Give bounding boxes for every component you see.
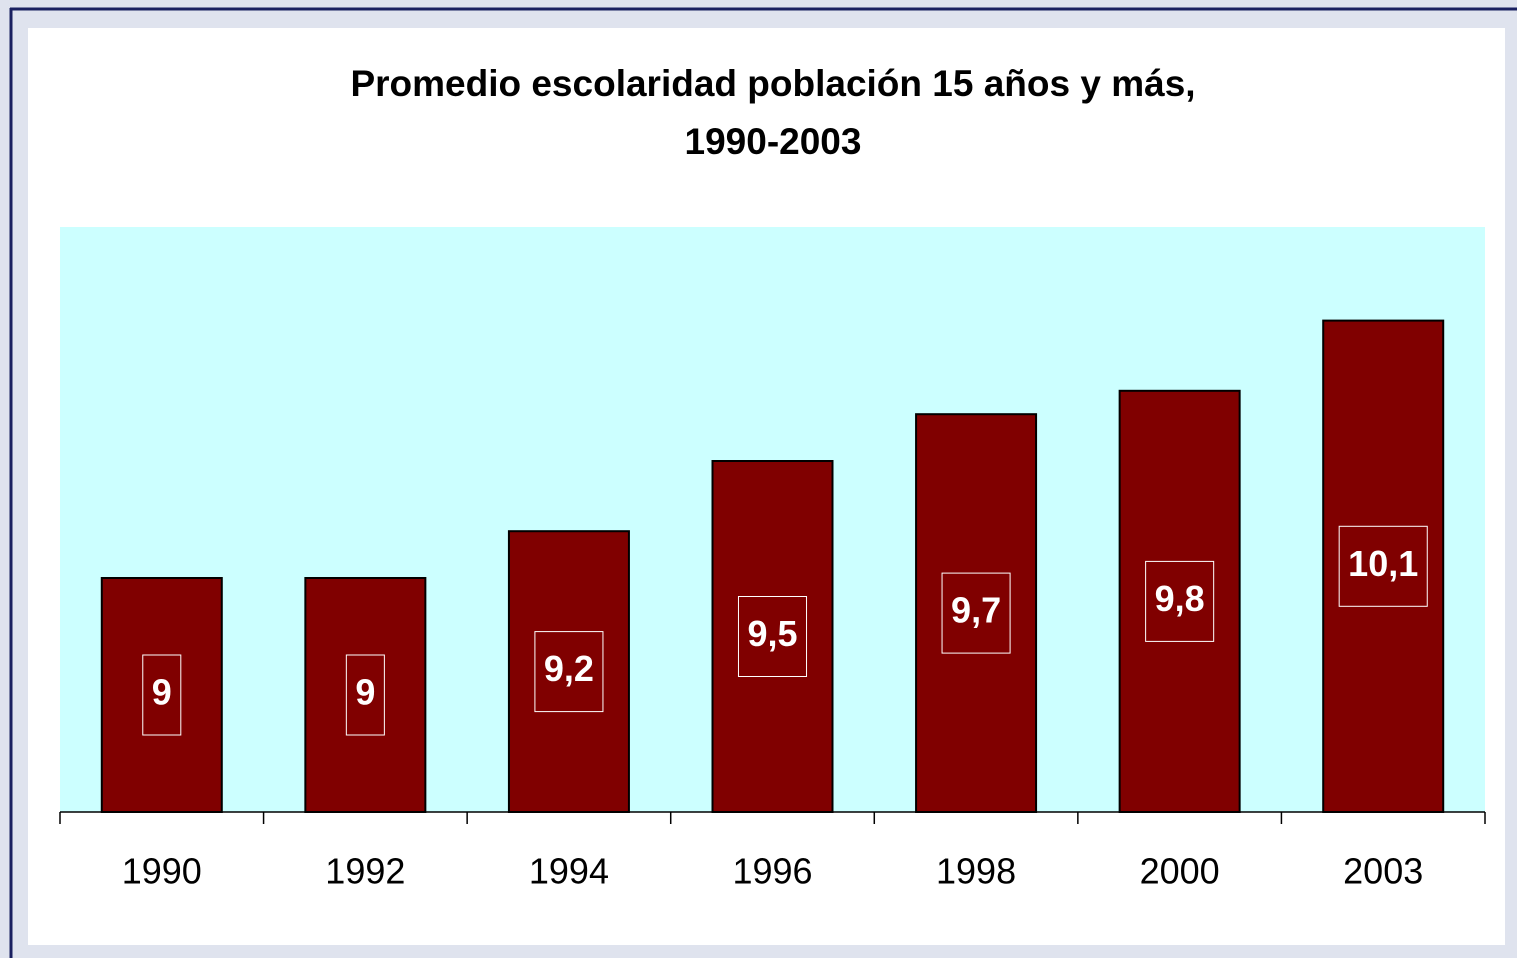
data-label: 9,2: [544, 648, 594, 689]
x-tick-label: 1996: [732, 851, 812, 892]
data-label-box: [941, 572, 1011, 654]
data-label: 9: [355, 672, 375, 713]
data-label-box: [534, 631, 604, 713]
data-label-box: [1338, 525, 1428, 607]
data-label: 9,5: [747, 613, 797, 654]
x-tick-label: 1992: [325, 851, 405, 892]
chart-title: 1990-2003: [685, 121, 862, 162]
data-label: 9: [152, 672, 172, 713]
data-label: 10,1: [1348, 543, 1418, 584]
x-tick-label: 2000: [1140, 851, 1220, 892]
x-tick-label: 1998: [936, 851, 1016, 892]
x-tick-label: 2003: [1343, 851, 1423, 892]
bar: [100, 577, 223, 813]
data-label-box: [737, 596, 808, 677]
x-tick-label: 1990: [122, 851, 202, 892]
bar: [304, 577, 427, 813]
bar: [1322, 319, 1445, 813]
bar: [507, 530, 630, 813]
x-tick-label: 1994: [529, 851, 609, 892]
bar: [915, 413, 1038, 813]
bar: [1118, 389, 1241, 813]
data-label-box: [1145, 560, 1215, 642]
data-label: 9,8: [1155, 578, 1205, 619]
bar: [711, 460, 834, 813]
chart-title: Promedio escolaridad población 15 años y…: [350, 63, 1195, 104]
data-label-box: [142, 654, 182, 736]
data-label: 9,7: [951, 590, 1001, 631]
data-label-box: [345, 654, 385, 736]
